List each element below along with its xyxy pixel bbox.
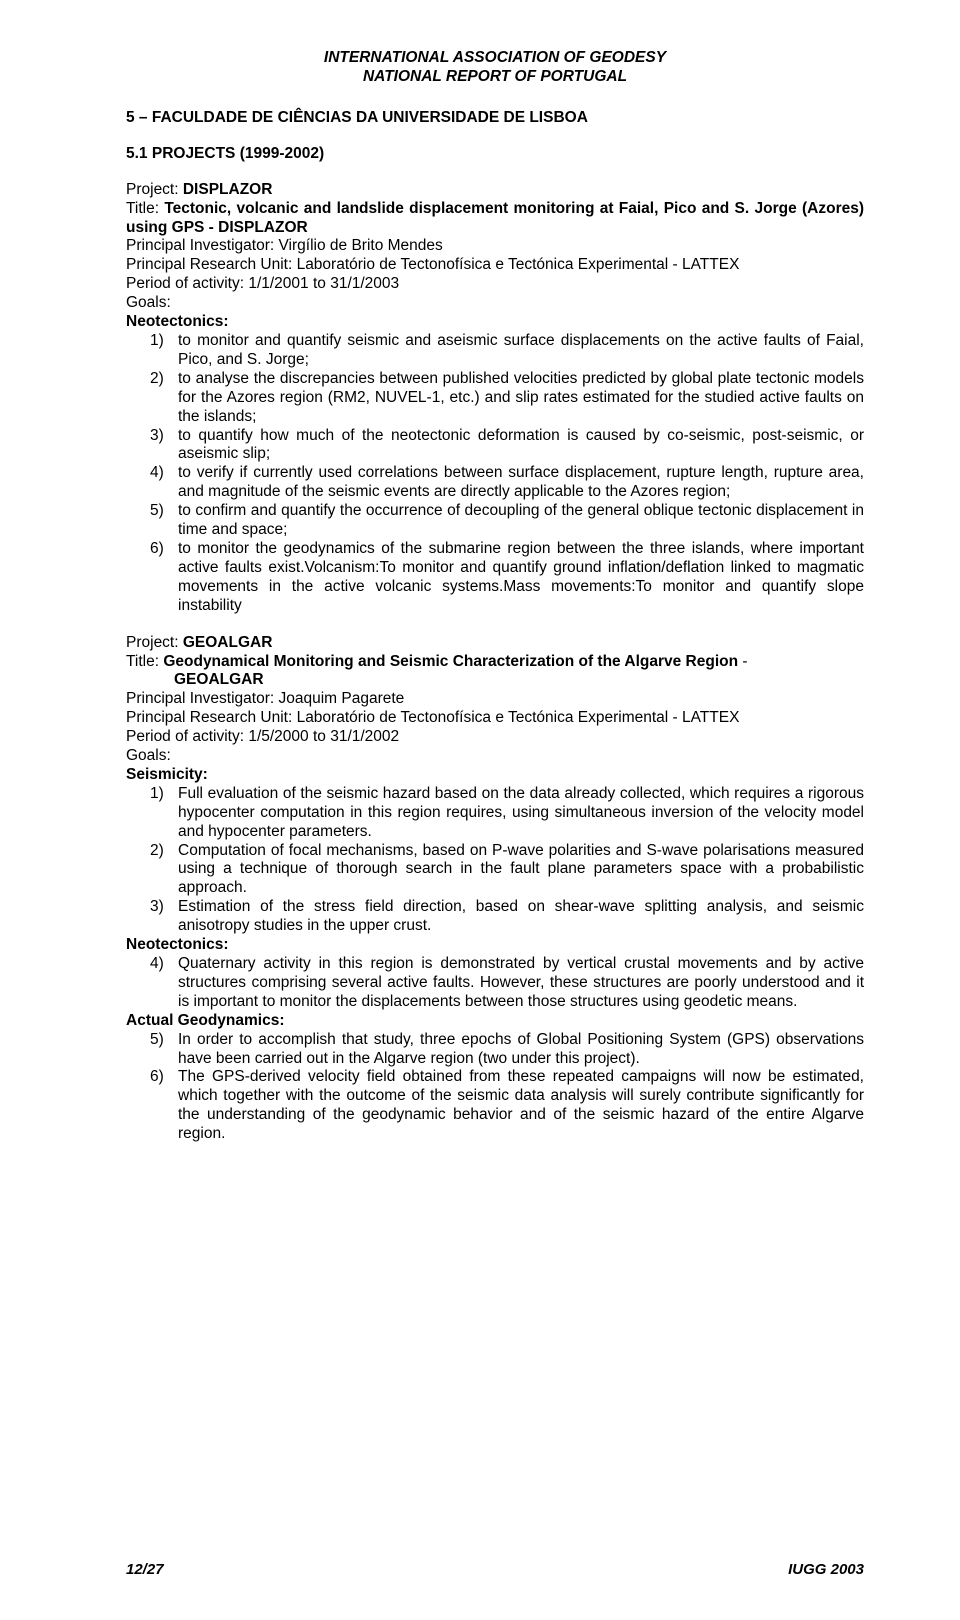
principal-investigator: Principal Investigator: Joaquim Pagarete <box>126 690 404 707</box>
seismicity-label: Seismicity: <box>126 766 208 783</box>
research-unit: Principal Research Unit: Laboratório de … <box>126 256 739 273</box>
section-5-heading: 5 – FACULDADE DE CIÊNCIAS DA UNIVERSIDAD… <box>126 109 864 127</box>
neotectonics-label: Neotectonics: <box>126 313 229 330</box>
geodynamics-list: 5)In order to accomplish that study, thr… <box>150 1031 864 1144</box>
list-item: 5)In order to accomplish that study, thr… <box>150 1031 864 1069</box>
geodynamics-label: Actual Geodynamics: <box>126 1012 285 1029</box>
title-rest: - <box>738 653 747 670</box>
list-item: 3)Estimation of the stress field directi… <box>150 898 864 936</box>
goals-list: 1)to monitor and quantify seismic and as… <box>150 332 864 616</box>
neotectonics-label: Neotectonics: <box>126 936 229 953</box>
project-displazor: Project: DISPLAZOR Title: Tectonic, volc… <box>126 181 864 616</box>
project-geoalgar: Project: GEOALGAR Title: Geodynamical Mo… <box>126 634 864 1144</box>
list-item: 2)Computation of focal mechanisms, based… <box>150 842 864 899</box>
project-title-bold: Geodynamical Monitoring and Seismic Char… <box>163 653 738 670</box>
project-title-line2: GEOALGAR <box>174 671 264 690</box>
header-line-2: NATIONAL REPORT OF PORTUGAL <box>126 67 864 86</box>
activity-period: Period of activity: 1/1/2001 to 31/1/200… <box>126 275 399 292</box>
list-item: 4)Quaternary activity in this region is … <box>150 955 864 1012</box>
document-page: INTERNATIONAL ASSOCIATION OF GEODESY NAT… <box>0 0 960 1620</box>
neotectonics-list: 4)Quaternary activity in this region is … <box>150 955 864 1012</box>
page-number: 12/27 <box>126 1561 164 1578</box>
activity-period: Period of activity: 1/5/2000 to 31/1/200… <box>126 728 399 745</box>
project-name: DISPLAZOR <box>183 181 273 198</box>
list-item: 1)to monitor and quantify seismic and as… <box>150 332 864 370</box>
research-unit: Principal Research Unit: Laboratório de … <box>126 709 739 726</box>
principal-investigator: Principal Investigator: Virgílio de Brit… <box>126 237 443 254</box>
list-item: 1)Full evaluation of the seismic hazard … <box>150 785 864 842</box>
list-item: 6)to monitor the geodynamics of the subm… <box>150 540 864 616</box>
project-label: Project: <box>126 181 183 198</box>
project-label: Project: <box>126 634 183 651</box>
project-title: Tectonic, volcanic and landslide displac… <box>126 200 864 236</box>
page-header: INTERNATIONAL ASSOCIATION OF GEODESY NAT… <box>126 48 864 87</box>
list-item: 2)to analyse the discrepancies between p… <box>150 370 864 427</box>
header-line-1: INTERNATIONAL ASSOCIATION OF GEODESY <box>126 48 864 67</box>
list-item: 5)to confirm and quantify the occurrence… <box>150 502 864 540</box>
list-item: 3)to quantify how much of the neotectoni… <box>150 427 864 465</box>
goals-label: Goals: <box>126 294 171 311</box>
title-label: Title: <box>126 200 164 217</box>
project-name: GEOALGAR <box>183 634 273 651</box>
title-label: Title: <box>126 653 163 670</box>
section-5-1-heading: 5.1 PROJECTS (1999-2002) <box>126 145 864 163</box>
footer-right: IUGG 2003 <box>788 1561 864 1578</box>
page-footer: 12/27 IUGG 2003 <box>126 1561 864 1578</box>
goals-label: Goals: <box>126 747 171 764</box>
seismicity-list: 1)Full evaluation of the seismic hazard … <box>150 785 864 936</box>
list-item: 6)The GPS-derived velocity field obtaine… <box>150 1068 864 1144</box>
list-item: 4)to verify if currently used correlatio… <box>150 464 864 502</box>
